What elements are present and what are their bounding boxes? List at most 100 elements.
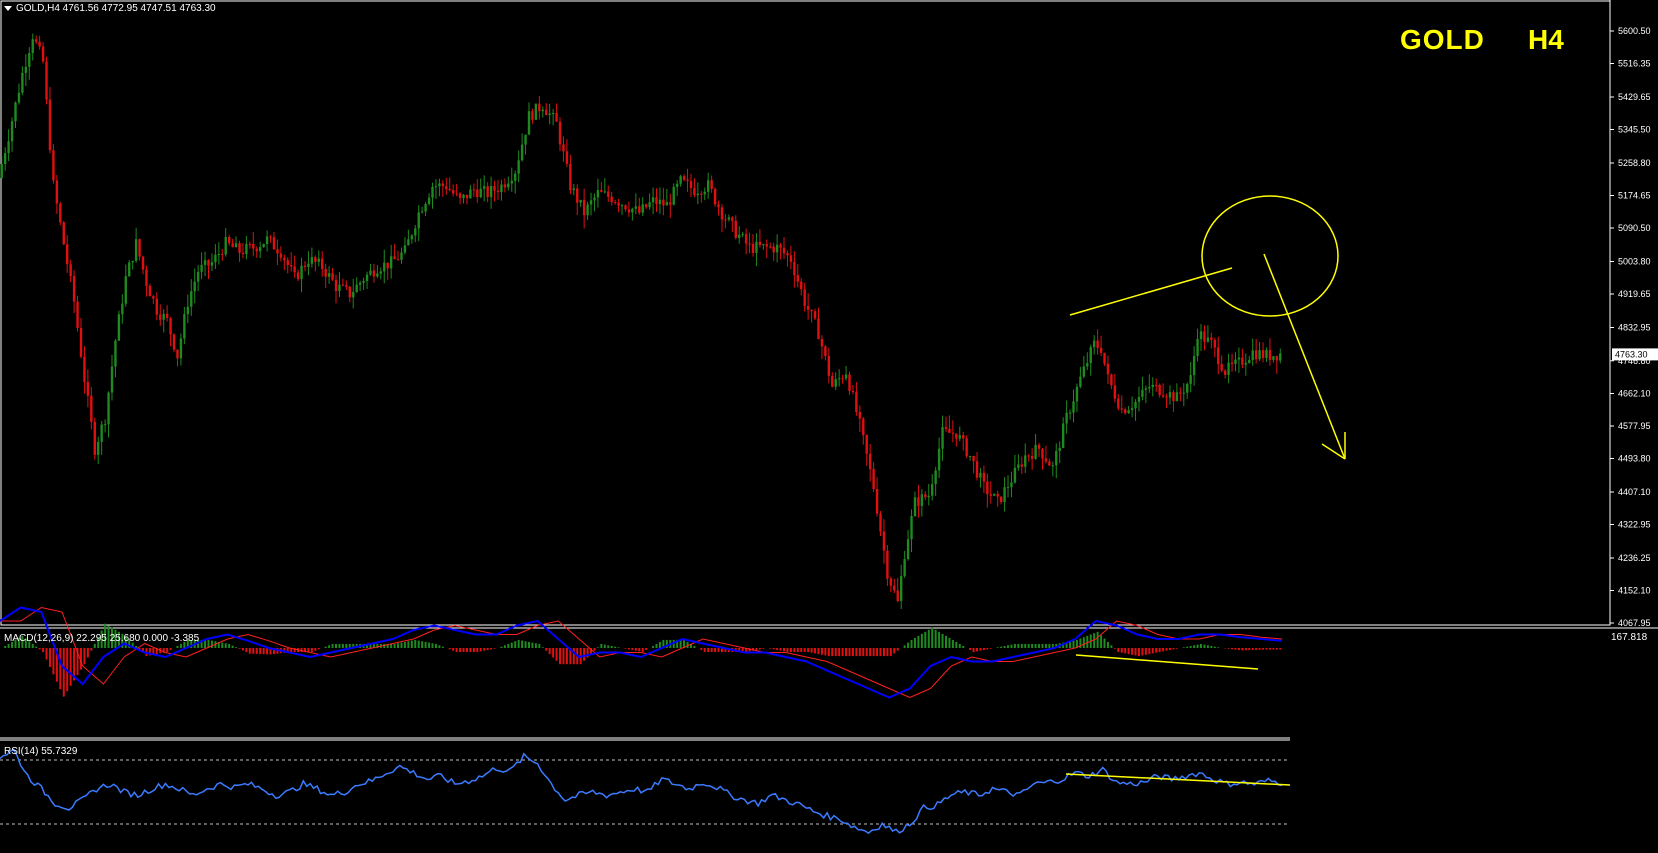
y-tick-label: 4236.25: [1618, 553, 1651, 563]
candle-body: [114, 340, 117, 367]
candle-body: [1051, 465, 1055, 467]
candle-body: [314, 257, 317, 262]
candle-body: [586, 204, 589, 216]
y-tick-label: 5345.50: [1618, 125, 1651, 135]
candle-body: [1037, 444, 1041, 449]
candle-body: [465, 194, 469, 199]
candle-body: [1061, 423, 1065, 448]
y-tick-label: 4662.10: [1618, 388, 1651, 398]
candle-body: [589, 200, 593, 205]
price-panel-frame: [0, 0, 1611, 626]
candle-body: [348, 286, 351, 298]
candle-body: [713, 188, 717, 205]
candle-body: [724, 219, 727, 221]
candle-body: [810, 309, 813, 312]
candle-body: [510, 180, 513, 184]
candle-body: [324, 269, 327, 277]
candle-body: [365, 274, 369, 281]
candle-body: [982, 472, 986, 482]
candle-body: [255, 248, 258, 252]
candle-body: [321, 258, 324, 270]
candle-body: [920, 494, 924, 506]
candle-body: [879, 513, 882, 532]
candle-body: [1117, 398, 1120, 409]
candle-body: [662, 199, 665, 206]
candle-body: [927, 495, 930, 498]
candle-body: [555, 112, 558, 122]
candle-body: [1137, 396, 1141, 402]
candle-body: [159, 314, 162, 320]
candle-body: [593, 197, 596, 201]
candle-body: [1024, 455, 1027, 467]
y-tick-label: 5600.50: [1618, 26, 1651, 36]
candle-body: [1268, 350, 1272, 360]
candle-body: [217, 254, 221, 256]
candle-body: [496, 190, 500, 193]
candle-body: [59, 203, 62, 223]
candle-body: [806, 306, 810, 310]
candle-body: [886, 550, 889, 579]
candle-body: [403, 245, 407, 253]
candle-body: [769, 246, 772, 248]
candle-body: [514, 173, 517, 181]
candle-body: [286, 260, 289, 266]
candle-body: [162, 313, 165, 320]
candle-body: [234, 243, 238, 248]
candle-body: [882, 531, 886, 551]
current-price-tag: [1612, 348, 1658, 361]
trendline-annotation: [1069, 267, 1233, 316]
candle-body: [610, 196, 613, 203]
candle-body: [190, 291, 193, 307]
candle-body: [1027, 455, 1030, 457]
candle-body: [717, 204, 720, 208]
candle-body: [362, 280, 365, 283]
candle-body: [520, 144, 524, 161]
candle-body: [1248, 359, 1251, 363]
candle-body: [996, 493, 999, 497]
candle-body: [803, 289, 806, 307]
candle-body: [1120, 408, 1123, 410]
candle-body: [999, 496, 1003, 503]
candle-body: [445, 186, 448, 190]
candle-body: [1041, 448, 1044, 459]
candle-body: [672, 186, 675, 205]
candle-body: [10, 121, 14, 142]
candle-body: [369, 270, 372, 275]
candle-body: [896, 590, 899, 601]
candle-body: [820, 339, 824, 347]
candle-body: [14, 102, 17, 122]
candle-body: [848, 374, 851, 392]
candle-body: [638, 206, 641, 213]
candle-body: [128, 262, 131, 277]
candle-body: [934, 470, 937, 485]
candle-body: [176, 349, 179, 359]
candle-body: [141, 256, 145, 270]
candle-body: [968, 455, 972, 457]
candle-body: [1261, 350, 1265, 358]
candle-body: [696, 193, 700, 196]
candle-body: [196, 271, 200, 282]
candle-body: [169, 317, 172, 335]
candle-body: [117, 314, 121, 341]
candle-body: [1072, 401, 1075, 413]
candle-body: [38, 41, 41, 47]
candle-body: [317, 258, 320, 262]
candle-body: [76, 301, 79, 329]
candle-body: [824, 346, 827, 357]
candle-body: [62, 222, 65, 245]
candle-body: [1258, 350, 1261, 360]
candle-body: [420, 211, 424, 213]
candle-body: [751, 243, 755, 253]
candle-body: [827, 356, 831, 376]
candle-body: [844, 374, 848, 379]
candle-body: [134, 239, 138, 261]
chevron-down-icon[interactable]: [4, 5, 12, 11]
candle-body: [834, 379, 837, 387]
candle-body: [738, 234, 741, 238]
candle-body: [1127, 410, 1130, 414]
candle-body: [458, 193, 462, 199]
candle-body: [379, 271, 383, 274]
candle-body: [486, 186, 489, 198]
rsi-indicator-label: RSI(14) 55.7329: [4, 746, 78, 757]
